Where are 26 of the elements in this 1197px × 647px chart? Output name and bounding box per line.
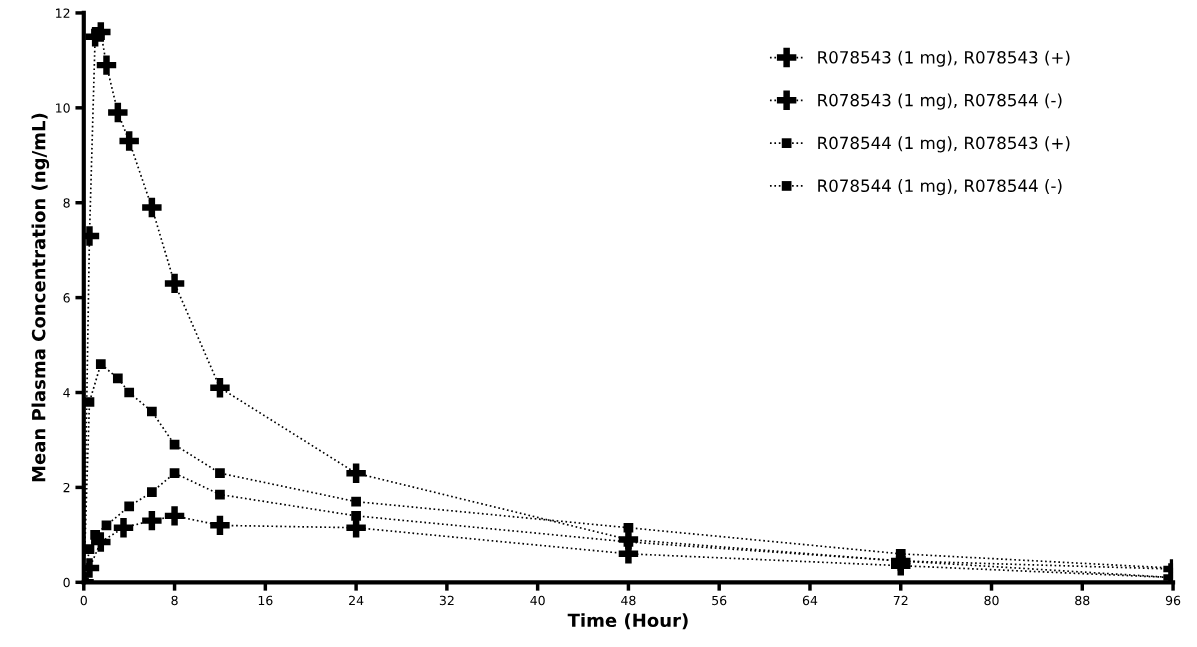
y-axis-title: Mean Plasma Concentration (ng/mL) [31, 113, 50, 482]
y-tick-label: 6 [63, 293, 70, 303]
legend-label: R078544 (1 mg), R078544 (-) [818, 179, 1062, 196]
x-tick-label: 72 [893, 595, 908, 605]
y-tick-label: 12 [56, 8, 70, 18]
x-tick-label: 8 [171, 595, 178, 606]
legend-label: R078543 (1 mg), R078543 (+) [818, 50, 1070, 67]
y-tick-label: 4 [63, 388, 70, 398]
x-tick-label: 80 [984, 595, 999, 606]
x-tick-label: 64 [802, 595, 818, 606]
y-tick-label: 0 [63, 577, 70, 588]
x-tick-label: 16 [258, 595, 273, 606]
y-tick-label: 8 [63, 198, 70, 208]
y-tick-label: 10 [56, 103, 70, 113]
legend-label: R078544 (1 mg), R078543 (+) [818, 136, 1070, 153]
legend-label: R078543 (1 mg), R078544 (-) [818, 93, 1062, 110]
x-tick-label: 40 [530, 595, 545, 606]
x-tick-label: 32 [439, 595, 454, 606]
x-tick-label: 56 [712, 595, 727, 606]
x-axis-title: Time (Hour) [567, 613, 688, 630]
x-tick-label: 24 [349, 595, 364, 605]
x-tick-label: 0 [80, 595, 87, 606]
y-tick-label: 2 [63, 482, 70, 493]
x-tick-label: 96 [1165, 595, 1181, 606]
x-tick-label: 88 [1075, 595, 1090, 606]
x-tick-label: 48 [621, 595, 636, 606]
